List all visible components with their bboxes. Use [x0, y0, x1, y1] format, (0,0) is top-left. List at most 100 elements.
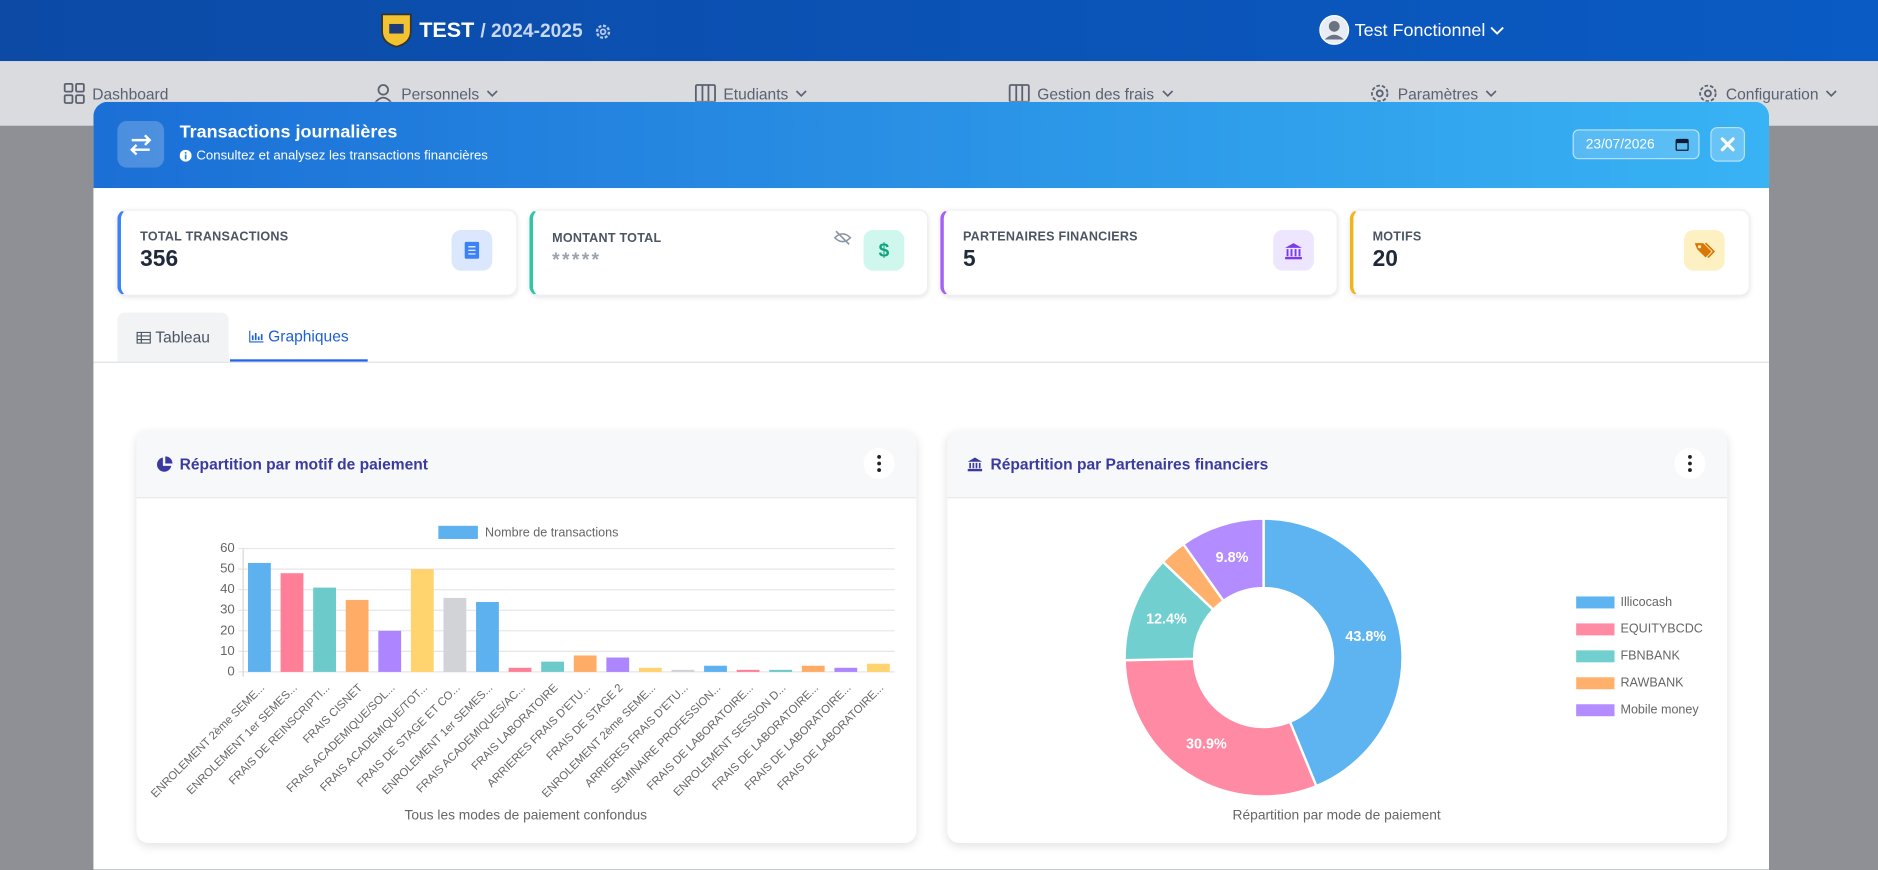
tab-icon: [248, 329, 264, 342]
bar: [345, 599, 369, 672]
year: / 2024-2025: [480, 21, 583, 42]
nav-label: Etudiants: [723, 84, 789, 103]
stat-icon: [1683, 229, 1725, 271]
stat-value: 356: [140, 246, 179, 272]
y-tick-label: 50: [220, 561, 235, 576]
stat-value: 5: [962, 246, 976, 272]
header-icon: [117, 120, 165, 168]
y-tick-label: 10: [220, 643, 235, 658]
nav-label: Personnels: [401, 84, 480, 103]
school-year: TEST / 2024-2025: [419, 18, 582, 43]
stat-label: TOTAL TRANSACTIONS: [140, 229, 289, 245]
chart-icon: [967, 457, 983, 472]
chevron: [796, 89, 807, 97]
y-tick-label: 40: [220, 581, 235, 596]
y-tick-label: 20: [220, 622, 235, 637]
date-input[interactable]: 23/07/2026: [1572, 129, 1700, 160]
slice: [1262, 517, 1404, 788]
bar: [313, 587, 336, 672]
chevron: [1161, 89, 1173, 97]
nav-item[interactable]: Paramètres: [1369, 83, 1497, 105]
legend-swatch: [1576, 623, 1615, 636]
bar: [573, 655, 597, 672]
tab-divider: [93, 361, 1770, 363]
svg-text:$: $: [879, 241, 890, 262]
top-bar: [0, 0, 1878, 62]
date-value: 23/07/2026: [1585, 137, 1655, 152]
bar: [801, 665, 825, 672]
legend-label: FBNBANK: [1620, 649, 1680, 663]
bar: [476, 602, 499, 672]
nav-item[interactable]: Personnels: [372, 83, 498, 105]
close-button[interactable]: [1710, 126, 1746, 162]
legend-label: Nombre de transactions: [485, 525, 618, 539]
menu-button[interactable]: [1674, 447, 1706, 480]
chart-caption: Répartition par mode de paiement: [1233, 807, 1441, 822]
bar: [866, 663, 890, 672]
nav-item[interactable]: Dashboard: [63, 82, 169, 105]
chart-header: Répartition par Partenaires financiers: [947, 431, 1728, 499]
nav-icon: [1699, 84, 1717, 103]
stat-label: MONTANT TOTAL: [552, 231, 662, 246]
settings-icon[interactable]: [594, 23, 612, 41]
bar: [541, 661, 565, 672]
info-icon: [179, 149, 192, 162]
logo: [381, 13, 412, 48]
bar: [248, 562, 271, 672]
modal-subtitle: Consultez et analysez les transactions f…: [196, 148, 488, 163]
stat-icon: [1273, 229, 1314, 271]
avatar[interactable]: [1319, 14, 1350, 45]
bar: [378, 630, 402, 672]
tab-label: Graphiques: [268, 326, 349, 345]
user-menu[interactable]: Test Fonctionnel: [1354, 20, 1505, 41]
stat-icon: [451, 229, 493, 271]
modal-title: Transactions journalières: [179, 122, 398, 143]
chevron: [1485, 89, 1497, 97]
tab[interactable]: Tableau: [117, 312, 229, 362]
tab-label: Tableau: [155, 328, 210, 347]
stat-label: MOTIFS: [1372, 229, 1422, 245]
legend-swatch: [1576, 677, 1615, 690]
menu-button[interactable]: [863, 447, 895, 480]
x-axis-title: Tous les modes de paiement confondus: [404, 807, 647, 822]
stat-card: MONTANT TOTAL ***** $: [529, 209, 929, 296]
stat-value: 20: [1372, 246, 1398, 272]
slice-label: 9.8%: [1216, 550, 1249, 566]
slice: [1181, 517, 1265, 603]
modal-header: [93, 101, 1770, 189]
y-tick-label: 30: [220, 602, 235, 617]
nav-item[interactable]: Etudiants: [694, 83, 808, 105]
nav-label: Paramètres: [1397, 84, 1479, 103]
hide-icon[interactable]: [833, 230, 852, 246]
user-name: Test Fonctionnel: [1354, 20, 1486, 41]
bar: [834, 667, 858, 672]
bar: [443, 597, 467, 672]
slice-label: 43.8%: [1345, 629, 1386, 645]
bar: [736, 669, 760, 672]
school: TEST: [419, 17, 475, 42]
nav-label: Dashboard: [92, 84, 169, 103]
y-tick-label: 60: [220, 540, 235, 555]
slice-label: 12.4%: [1146, 612, 1187, 628]
slice: [1123, 657, 1318, 798]
chart-title: Répartition par Partenaires financiers: [990, 455, 1269, 474]
x-tick-label: ENROLEMENT 2ème SEME...: [149, 682, 267, 800]
nav-icon: [63, 82, 85, 104]
legend-swatch: [438, 525, 478, 539]
nav-icon: [374, 84, 393, 104]
legend-label: EQUITYBCDC: [1620, 622, 1702, 636]
tab-active[interactable]: Graphiques: [229, 313, 368, 362]
stat-label: PARTENAIRES FINANCIERS: [962, 229, 1138, 245]
nav-label: Configuration: [1725, 84, 1819, 103]
chevron: [1490, 26, 1505, 35]
nav-item[interactable]: Configuration: [1697, 83, 1838, 105]
chevron: [486, 89, 498, 97]
stat-card: TOTAL TRANSACTIONS 356: [117, 209, 518, 296]
chart-header: Répartition par motif de paiement: [136, 431, 917, 499]
stat-icon: $: [863, 229, 905, 271]
legend-label: RAWBANK: [1620, 676, 1684, 690]
bar: [704, 665, 727, 672]
